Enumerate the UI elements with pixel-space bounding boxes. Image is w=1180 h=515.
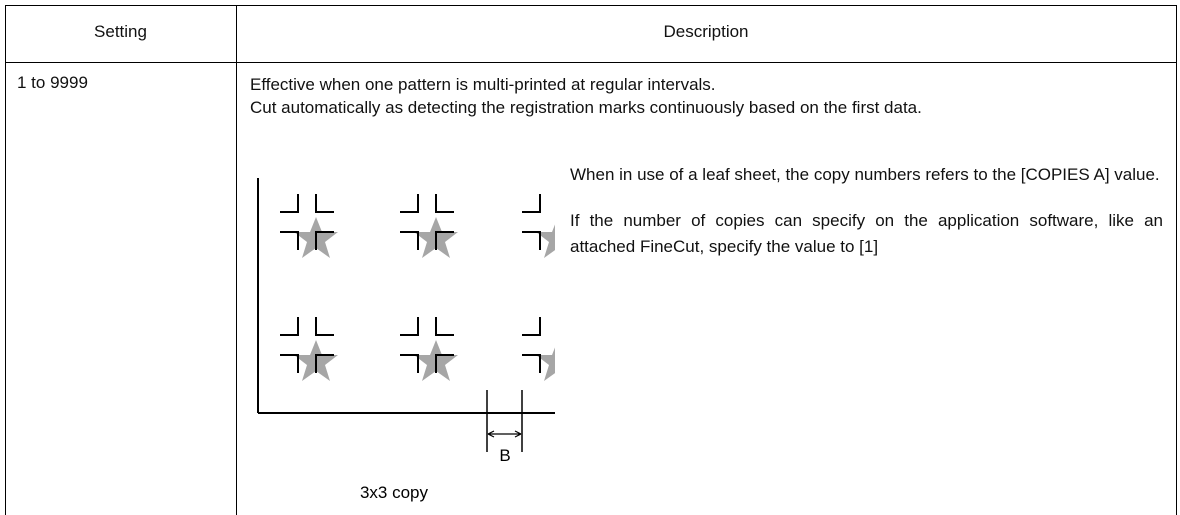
- pattern-grid: [280, 194, 580, 381]
- dimension-label: B: [499, 446, 510, 465]
- header-cell: Setting: [94, 22, 147, 41]
- header-cell: Description: [663, 22, 749, 41]
- dimension-arrow: [487, 430, 522, 438]
- border: [1176, 5, 1177, 515]
- description: Effective when one pattern is multi-prin…: [250, 73, 1163, 119]
- border: [5, 5, 1177, 6]
- notes: When in use of a leaf sheet, the copy nu…: [570, 162, 1163, 260]
- description-line: Cut automatically as detecting the regis…: [250, 98, 922, 117]
- setting-value: 1 to 9999: [17, 73, 88, 92]
- border: [5, 62, 1177, 63]
- figure-caption: 3x3 copy: [360, 483, 429, 502]
- border: [5, 5, 6, 515]
- description-line: Effective when one pattern is multi-prin…: [250, 75, 716, 94]
- note: If the number of copies can specify on t…: [570, 211, 1163, 256]
- border: [236, 5, 237, 515]
- note: When in use of a leaf sheet, the copy nu…: [570, 165, 1160, 184]
